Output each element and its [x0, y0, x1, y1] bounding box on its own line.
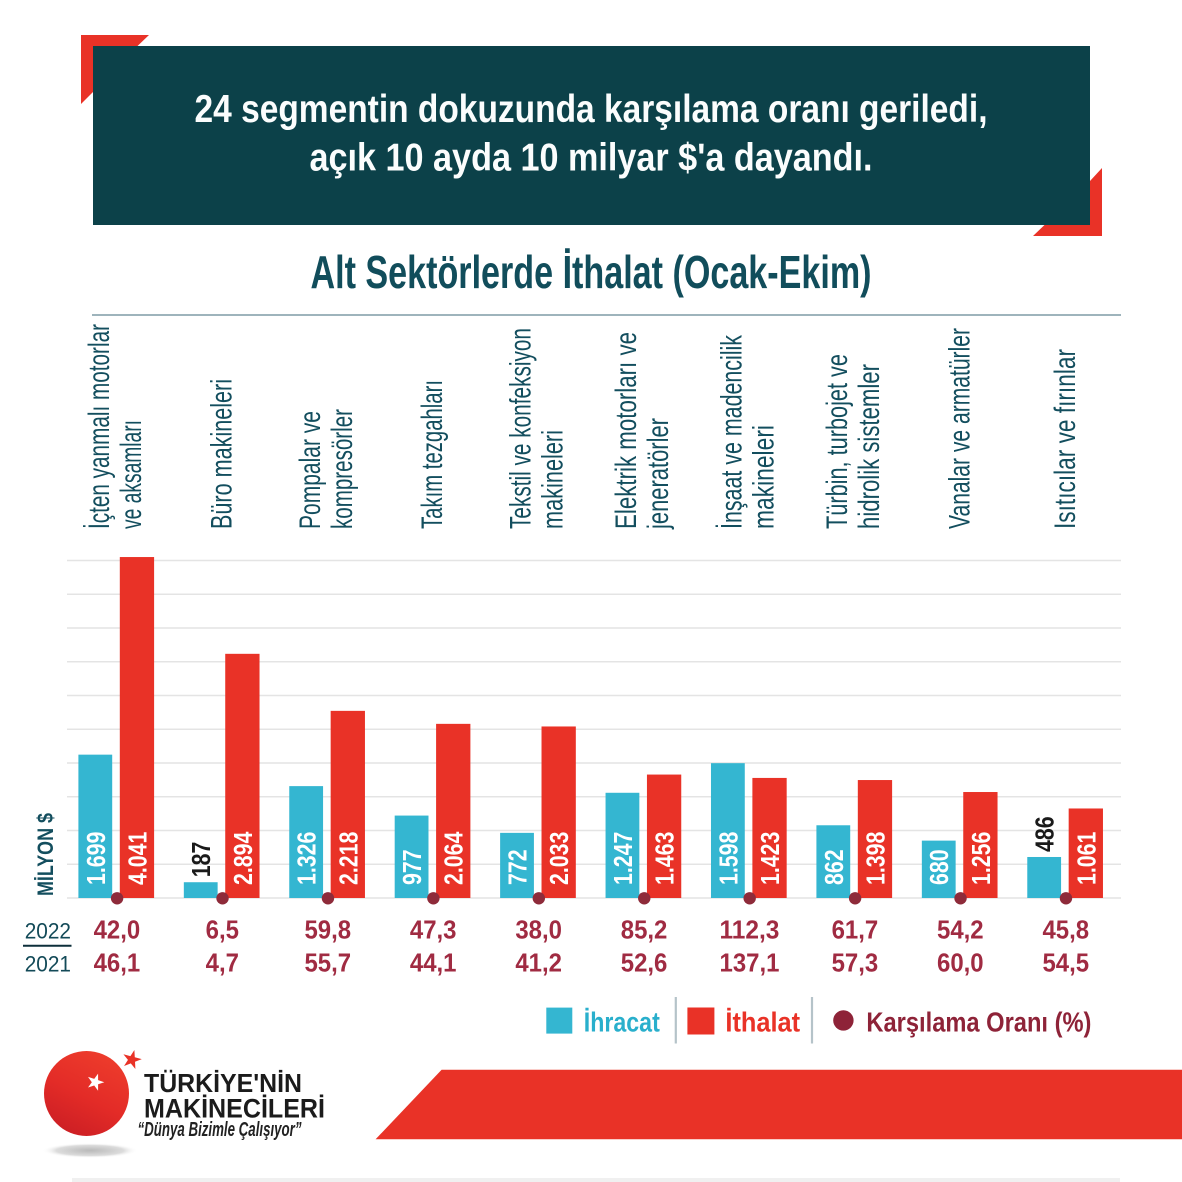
svg-text:44,1: 44,1 [410, 948, 457, 978]
svg-text:4,7: 4,7 [206, 948, 239, 978]
svg-text:52,6: 52,6 [621, 948, 668, 978]
svg-text:772: 772 [503, 849, 533, 885]
svg-text:57,3: 57,3 [832, 948, 879, 978]
svg-text:41,2: 41,2 [515, 948, 562, 978]
svg-text:54,2: 54,2 [937, 915, 984, 945]
svg-text:2.064: 2.064 [439, 831, 469, 885]
svg-text:1.598: 1.598 [713, 832, 743, 885]
svg-text:59,8: 59,8 [304, 915, 351, 945]
svg-text:38,0: 38,0 [515, 915, 562, 945]
svg-text:2021: 2021 [25, 952, 71, 977]
svg-text:1.247: 1.247 [608, 832, 638, 885]
svg-text:kompresörler: kompresörler [326, 409, 359, 529]
svg-text:680: 680 [924, 849, 954, 885]
svg-text:TÜRKİYE'NİN: TÜRKİYE'NİN [144, 1068, 302, 1098]
svg-text:112,3: 112,3 [720, 915, 780, 945]
svg-text:açık 10 ayda 10 milyar $'a day: açık 10 ayda 10 milyar $'a dayandı. [310, 137, 873, 180]
svg-text:42,0: 42,0 [94, 915, 141, 945]
svg-text:6,5: 6,5 [206, 915, 239, 945]
svg-text:45,8: 45,8 [1042, 915, 1089, 945]
svg-text:486: 486 [1030, 816, 1060, 852]
svg-text:Alt Sektörlerde İthalat (Ocak-: Alt Sektörlerde İthalat (Ocak-Ekim) [311, 246, 872, 298]
svg-text:85,2: 85,2 [621, 915, 668, 945]
svg-text:54,5: 54,5 [1042, 948, 1089, 978]
svg-text:977: 977 [397, 849, 427, 885]
svg-text:61,7: 61,7 [832, 915, 879, 945]
svg-text:1.463: 1.463 [650, 832, 680, 885]
svg-text:Elektrik motorları ve: Elektrik motorları ve [610, 332, 643, 529]
svg-text:İnşaat ve madencilik: İnşaat ve madencilik [715, 334, 748, 529]
svg-text:MİLYON $: MİLYON $ [33, 813, 58, 896]
svg-text:55,7: 55,7 [304, 948, 351, 978]
svg-text:2022: 2022 [25, 919, 71, 944]
svg-text:24 segmentin dokuzunda karşıla: 24 segmentin dokuzunda karşılama oranı g… [195, 88, 988, 131]
svg-text:İçten yanmalı motorlar: İçten yanmalı motorlar [83, 324, 116, 529]
svg-text:1.256: 1.256 [966, 832, 996, 885]
svg-text:1.699: 1.699 [81, 832, 111, 885]
svg-text:“Dünya Bizimle Çalışıyor”: “Dünya Bizimle Çalışıyor” [138, 1119, 302, 1141]
svg-text:2.218: 2.218 [333, 832, 363, 885]
svg-text:Pompalar ve: Pompalar ve [294, 411, 327, 529]
svg-text:Türbin, turbojet ve: Türbin, turbojet ve [821, 354, 854, 529]
svg-text:MAKİNECİLERİ: MAKİNECİLERİ [144, 1094, 325, 1124]
svg-text:ve aksamları: ve aksamları [115, 420, 148, 529]
svg-text:187: 187 [186, 842, 216, 878]
svg-text:Karşılama Oranı (%): Karşılama Oranı (%) [866, 1007, 1091, 1038]
svg-text:Büro makineleri: Büro makineleri [205, 379, 238, 529]
svg-text:862: 862 [819, 849, 849, 885]
svg-text:Takım tezgahları: Takım tezgahları [416, 380, 449, 529]
svg-text:2.894: 2.894 [228, 831, 258, 885]
svg-text:46,1: 46,1 [94, 948, 141, 978]
svg-text:4.041: 4.041 [122, 832, 152, 885]
svg-text:Tekstil ve konfeksiyon: Tekstil ve konfeksiyon [505, 328, 538, 529]
svg-text:Vanalar ve armatürler: Vanalar ve armatürler [943, 328, 976, 529]
svg-text:1.061: 1.061 [1071, 832, 1101, 885]
svg-text:jeneratörler: jeneratörler [642, 418, 675, 530]
svg-text:1.326: 1.326 [292, 832, 322, 885]
svg-text:makineleri: makineleri [537, 430, 570, 529]
svg-text:İhracat: İhracat [584, 1007, 660, 1038]
svg-text:hidrolik sistemler: hidrolik sistemler [853, 364, 886, 529]
svg-text:137,1: 137,1 [720, 948, 780, 978]
svg-text:1.423: 1.423 [755, 832, 785, 885]
svg-text:2.033: 2.033 [544, 832, 574, 885]
svg-text:Isıtıcılar ve fırınlar: Isıtıcılar ve fırınlar [1049, 349, 1082, 529]
svg-text:47,3: 47,3 [410, 915, 457, 945]
svg-text:1.398: 1.398 [860, 832, 890, 885]
svg-text:İthalat: İthalat [725, 1007, 800, 1038]
svg-text:makineleri: makineleri [747, 425, 780, 529]
svg-text:60,0: 60,0 [937, 948, 984, 978]
